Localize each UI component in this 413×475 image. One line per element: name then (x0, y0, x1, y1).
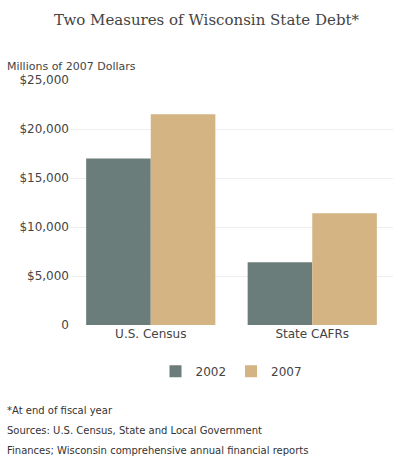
svg-text:$15,000: $15,000 (19, 171, 69, 185)
svg-text:0: 0 (61, 318, 69, 332)
svg-text:$20,000: $20,000 (19, 122, 69, 136)
svg-text:$25,000: $25,000 (19, 73, 69, 87)
svg-text:Sources: U.S. Census, State an: Sources: U.S. Census, State and Local Go… (7, 425, 262, 436)
svg-text:U.S. Census: U.S. Census (115, 327, 186, 341)
svg-text:2002: 2002 (196, 365, 227, 379)
svg-text:Two Measures of Wisconsin Stat: Two Measures of Wisconsin State Debt* (54, 11, 360, 29)
svg-text:Finances; Wisconsin comprehens: Finances; Wisconsin comprehensive annual… (7, 445, 308, 456)
svg-text:$10,000: $10,000 (19, 220, 69, 234)
svg-text:$5,000: $5,000 (27, 269, 69, 283)
svg-text:Millions of 2007 Dollars: Millions of 2007 Dollars (7, 60, 136, 73)
svg-text:State CAFRs: State CAFRs (275, 327, 349, 341)
svg-text:*At end of fiscal year: *At end of fiscal year (7, 405, 113, 416)
svg-text:2007: 2007 (271, 365, 302, 379)
